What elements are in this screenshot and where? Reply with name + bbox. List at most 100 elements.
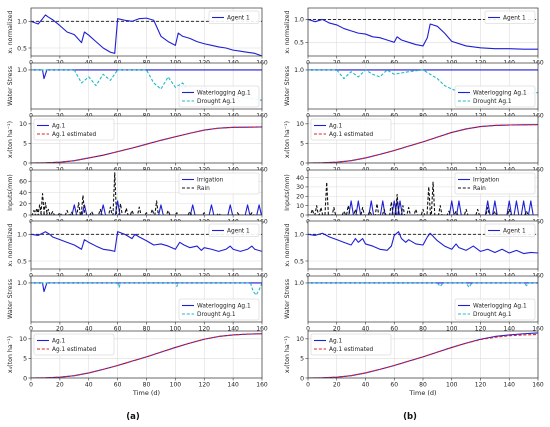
legend-label: Drought Ag.1 [473,99,512,105]
y-tick-label: 0 [300,212,304,219]
x-tick-label: 80 [419,382,427,389]
legend: Waterlogging Ag.1 Drought Ag.1 [454,85,536,108]
x-tick-label: 140 [504,382,516,389]
series-line [31,200,262,215]
legend-box [208,10,260,24]
x-tick-label: 120 [475,326,487,333]
figure-label-b: (b) [403,412,417,422]
x-tick-label: 0 [306,326,310,333]
x-tick-label: 120 [199,326,211,333]
series-line [31,231,262,252]
y-tick-label: 30 [296,184,304,191]
y-axis-label: Water Stress [7,66,14,106]
y-tick-label: 0.5 [294,40,304,47]
x-tick-label: 0 [29,382,33,389]
legend-label: Ag.1 [52,124,65,130]
legend: Ag.1 Ag.1 estimated [310,118,392,141]
y-tick-label: 5 [23,356,27,363]
legend-box [310,333,392,356]
x-tick-label: 120 [475,382,487,389]
legend: Agent 1 [484,223,536,237]
y-tick-label: 20 [19,201,27,208]
legend: Agent 1 [208,223,260,237]
series-line [308,282,538,288]
series-line [308,231,538,255]
x-axis-label: Time (d) [132,389,160,397]
x-tick-label: 40 [362,326,370,333]
legend-label: Irrigation [473,178,500,184]
panel-a-3: 0204060Inputs(mm)IrrigationRain020406080… [7,169,268,226]
legend-label: Agent 1 [503,16,526,22]
legend-box [310,118,392,141]
x-tick-label: 160 [256,382,268,389]
legend-label: Ag.1 estimated [52,347,97,353]
y-tick-label: 0.5 [17,45,27,52]
legend-label: Ag.1 [329,124,342,130]
x-tick-label: 160 [532,382,544,389]
y-tick-label: 10 [296,336,304,343]
y-axis-label: x₄(ton ha⁻¹) [284,336,291,373]
y-tick-label: 5 [23,141,27,148]
legend-label: Ag.1 [329,339,342,345]
y-tick-label: 40 [296,175,304,182]
y-tick-label: 5 [300,356,304,363]
x-tick-label: 40 [362,382,370,389]
legend-label: Ag.1 estimated [329,347,374,353]
x-tick-label: 60 [114,382,122,389]
y-axis-label: Water Stress [284,66,291,106]
y-tick-label: 1.0 [294,232,304,239]
y-axis-label: Water Stress [284,279,291,319]
legend: Irrigation Rain [454,172,536,195]
y-tick-label: 1.0 [17,280,27,287]
x-tick-label: 20 [333,382,341,389]
legend-label: Drought Ag.1 [197,99,236,105]
y-tick-label: 1.0 [294,17,304,24]
series-line [308,18,538,50]
legend-label: Agent 1 [503,229,526,235]
y-tick-label: 1.0 [294,280,304,287]
legend-box [454,172,536,195]
legend-label: Rain [473,186,486,192]
legend-box [454,85,536,108]
y-tick-label: 20 [296,194,304,201]
series-line [31,14,262,56]
y-tick-label: 10 [19,336,27,343]
legend-label: Waterlogging Ag.1 [473,91,527,97]
y-tick-label: 0 [23,212,27,219]
legend-box [33,118,115,141]
x-tick-label: 80 [419,326,427,333]
legend: Waterlogging Ag.1 Drought Ag.1 [178,85,260,108]
y-axis-label: x₄(ton ha⁻¹) [7,121,14,158]
x-tick-label: 100 [446,326,458,333]
legend: Agent 1 [208,10,260,24]
y-tick-label: 10 [296,203,304,210]
series-line [308,200,538,215]
y-tick-label: 0 [23,160,27,167]
y-tick-label: 0.5 [294,258,304,265]
figure-label-a: (a) [126,412,140,422]
panel-b-6: 0 5 10 x₄(ton ha⁻¹) Ag.1 Ag.1 estimated 0 20 40 6… [284,330,544,389]
x-tick-label: 140 [227,382,239,389]
legend: Agent 1 [484,10,536,24]
legend-box [208,223,260,237]
x-tick-label: 80 [143,326,151,333]
x-tick-label: 20 [56,326,64,333]
x-tick-label: 60 [390,326,398,333]
panel-b-3: 010203040Inputs(mm)IrrigationRain0204060… [284,169,544,226]
x-tick-label: 60 [390,382,398,389]
legend-label: Waterlogging Ag.1 [197,91,251,97]
y-tick-label: 1.0 [17,19,27,26]
y-tick-label: 40 [19,190,27,197]
y-axis-label: x₄(ton ha⁻¹) [7,336,14,373]
legend-label: Agent 1 [227,229,250,235]
x-tick-label: 40 [85,382,93,389]
y-axis-label: Water Stress [7,279,14,319]
